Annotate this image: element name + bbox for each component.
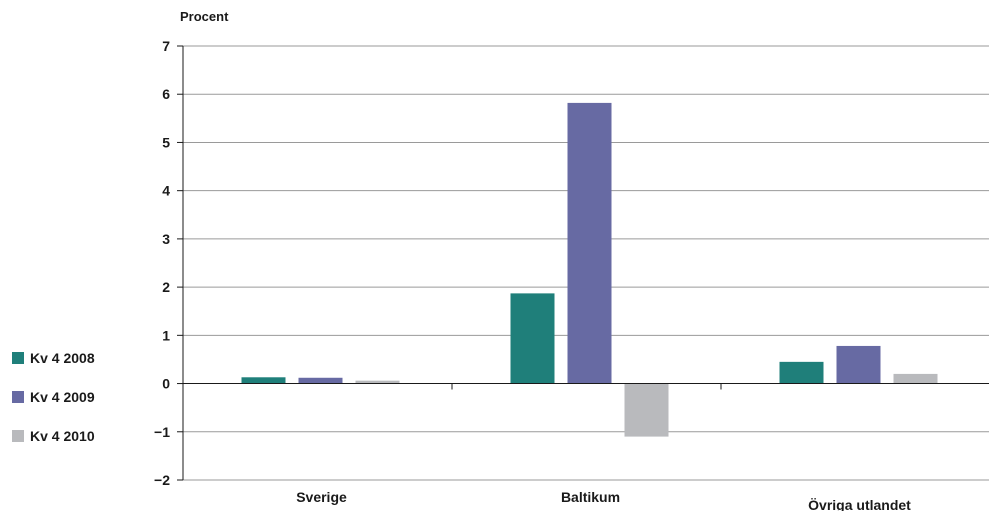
legend-label: Kv 4 2009 (30, 389, 95, 405)
bar (567, 102, 612, 384)
legend-item: Kv 4 2010 (12, 426, 95, 446)
bar (298, 377, 343, 384)
y-tick-label: −1 (154, 424, 170, 440)
legend-label: Kv 4 2008 (30, 350, 95, 366)
bar (510, 293, 555, 384)
bar (624, 383, 669, 437)
y-tick-label: −2 (154, 472, 170, 488)
y-axis-label: Procent (180, 9, 229, 24)
legend-item: Kv 4 2008 (12, 348, 95, 368)
y-tick-label: 3 (162, 231, 170, 247)
bar (836, 345, 881, 384)
bar (241, 377, 286, 384)
legend-swatch (12, 352, 24, 364)
y-tick-label: 7 (162, 38, 170, 54)
x-tick-label: Sverige (296, 489, 347, 505)
y-tick-label: 0 (162, 376, 170, 392)
y-tick-label: 6 (162, 86, 170, 102)
x-tick-label: Övriga utlandet (808, 497, 911, 511)
y-tick-label: 1 (162, 327, 170, 343)
legend-swatch (12, 391, 24, 403)
legend-swatch (12, 430, 24, 442)
bar (893, 373, 938, 384)
y-tick-label: 5 (162, 134, 170, 150)
bar (779, 361, 824, 384)
y-tick-label: 2 (162, 279, 170, 295)
legend-item: Kv 4 2009 (12, 387, 95, 407)
x-tick-label: Baltikum (561, 489, 620, 505)
legend-label: Kv 4 2010 (30, 428, 95, 444)
y-tick-label: 4 (162, 183, 170, 199)
legend: Kv 4 2008 Kv 4 2009 Kv 4 2010 (12, 348, 95, 465)
bar (355, 380, 400, 384)
